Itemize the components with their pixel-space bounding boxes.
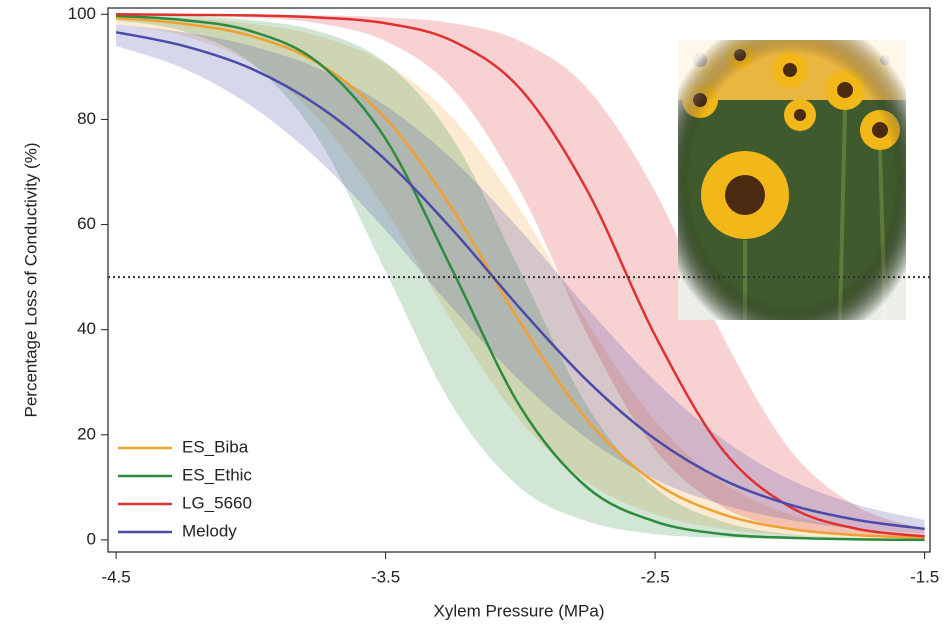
sunflower-photo xyxy=(678,40,906,321)
y-tick-label: 100 xyxy=(68,4,96,23)
y-axis-label: Percentage Loss of Conductivity (%) xyxy=(21,143,40,418)
legend-label: ES_Biba xyxy=(182,437,249,456)
series-line xyxy=(116,14,925,542)
confidence-band xyxy=(116,14,925,539)
y-tick-label: 20 xyxy=(77,424,96,443)
y-tick-label: 40 xyxy=(77,319,96,338)
confidence-band xyxy=(116,24,925,534)
y-tick-label: 0 xyxy=(87,529,96,548)
series-line xyxy=(115,30,925,531)
legend-label: ES_Ethic xyxy=(182,465,252,484)
legend-label: Melody xyxy=(182,521,237,540)
y-tick-label: 60 xyxy=(77,214,96,233)
legend-label: LG_5660 xyxy=(182,493,252,512)
x-tick-label: -3.5 xyxy=(371,567,400,586)
y-tick-label: 80 xyxy=(77,109,96,128)
x-tick-label: -4.5 xyxy=(101,567,130,586)
plot-frame xyxy=(107,7,931,553)
confidence-band xyxy=(116,14,925,540)
x-tick-label: -2.5 xyxy=(640,567,669,586)
x-tick-label: -1.5 xyxy=(910,567,939,586)
series-line xyxy=(115,16,925,540)
x-axis-label: Xylem Pressure (MPa) xyxy=(434,601,605,620)
confidence-band xyxy=(116,15,925,539)
